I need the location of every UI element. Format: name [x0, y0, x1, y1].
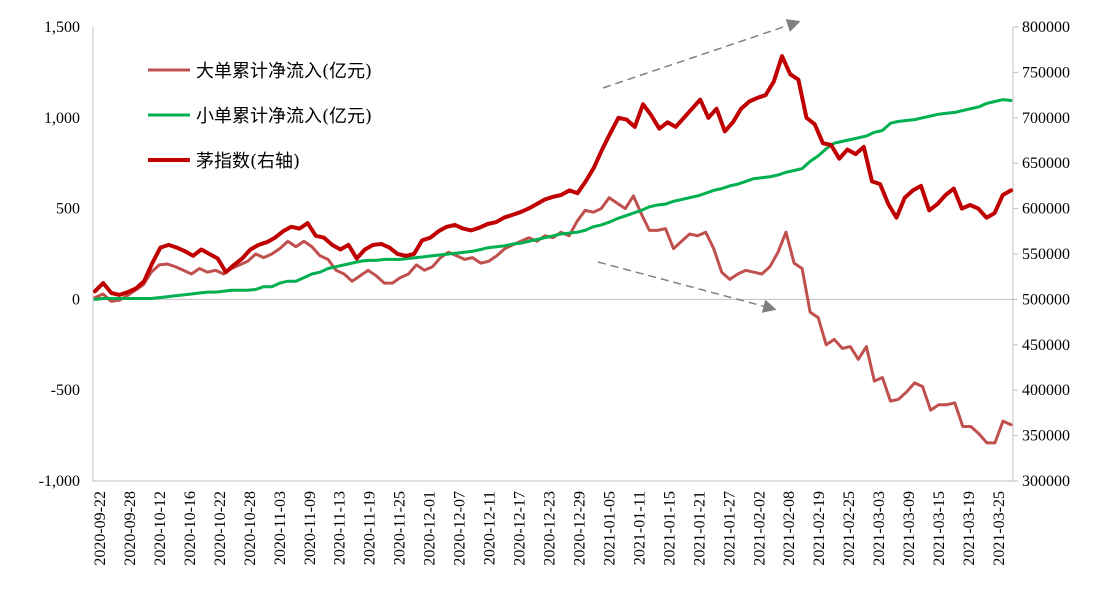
- x-tick-label: 2021-01-15: [661, 491, 678, 566]
- series-line-1: [93, 194, 1013, 445]
- y-left-tick-label: 1,500: [44, 19, 80, 36]
- x-tick-label: 2020-11-13: [332, 491, 349, 565]
- series-line-3: [93, 54, 1013, 297]
- y-right-tick-label: 350000: [1022, 428, 1070, 445]
- y-left-tick-label: 1,000: [44, 110, 80, 127]
- x-tick-label: 2020-11-19: [362, 491, 379, 565]
- x-tick-label: 2020-10-12: [152, 491, 169, 566]
- legend-label-3: 茅指数(右轴): [196, 151, 300, 172]
- annotation-arrow-1: [602, 19, 801, 89]
- annotations-group: [597, 19, 801, 313]
- x-tick-label: 2020-10-28: [242, 491, 259, 566]
- x-tick-label: 2020-09-22: [92, 491, 109, 566]
- y-right-tick-label: 750000: [1022, 64, 1070, 81]
- x-tick-label: 2021-01-11: [631, 491, 648, 565]
- x-tick-label: 2021-02-19: [811, 491, 828, 566]
- x-tick-label: 2021-02-25: [841, 491, 858, 566]
- x-tick-label: 2020-11-25: [392, 491, 409, 565]
- x-tick-label: 2020-10-16: [182, 491, 199, 566]
- y-right-tick-label: 300000: [1022, 473, 1070, 490]
- series-group: [93, 54, 1013, 445]
- x-tick-label: 2020-12-17: [512, 491, 529, 566]
- x-tick-label: 2020-12-29: [571, 491, 588, 566]
- x-tick-label: 2021-01-27: [721, 491, 738, 566]
- x-tick-label: 2020-12-07: [452, 491, 469, 566]
- legend-label-1: 大单累计净流入(亿元): [196, 61, 372, 82]
- y-right-tick-label: 700000: [1022, 110, 1070, 127]
- x-tick-label: 2021-02-02: [751, 491, 768, 566]
- axes-group: 1,500 1,000 500 0 -500 -1,000 800000 750000 7000…: [39, 19, 1070, 566]
- x-tick-label: 2020-09-28: [122, 491, 139, 566]
- x-tick-label: 2020-12-11: [482, 491, 499, 565]
- x-tick-label: 2020-12-23: [542, 491, 559, 566]
- x-tick-label: 2020-11-03: [272, 491, 289, 565]
- y-left-tick-label: -500: [51, 382, 80, 399]
- x-tick-label: 2021-03-19: [961, 491, 978, 566]
- y-right-tick-label: 550000: [1022, 246, 1070, 263]
- x-tick-label: 2021-03-09: [901, 491, 918, 566]
- x-tick-label: 2021-01-21: [691, 491, 708, 566]
- y-right-tick-label: 650000: [1022, 155, 1070, 172]
- legend-label-2: 小单累计净流入(亿元): [196, 106, 372, 127]
- x-tick-label: 2021-02-08: [781, 491, 798, 566]
- y-left-tick-label: -1,000: [39, 473, 80, 490]
- x-tick-label: 2020-10-22: [212, 491, 229, 566]
- y-right-tick-label: 450000: [1022, 337, 1070, 354]
- series-line-2: [93, 98, 1013, 301]
- annotation-arrow-2: [597, 261, 777, 313]
- x-tick-label: 2021-03-03: [871, 491, 888, 566]
- legend: 大单累计净流入(亿元) 小单累计净流入(亿元) 茅指数(右轴): [148, 61, 372, 172]
- x-tick-label: 2020-11-09: [302, 491, 319, 565]
- y-left-tick-label: 500: [56, 201, 80, 218]
- x-tick-label: 2021-03-15: [931, 491, 948, 566]
- y-right-tick-label: 600000: [1022, 201, 1070, 218]
- x-tick-label: 2021-01-05: [601, 491, 618, 566]
- y-left-tick-label: 0: [72, 291, 80, 308]
- y-right-tick-label: 800000: [1022, 19, 1070, 36]
- x-tick-label: 2020-12-01: [422, 491, 439, 566]
- y-right-tick-label: 400000: [1022, 382, 1070, 399]
- x-tick-label: 2021-03-25: [991, 491, 1008, 566]
- y-right-tick-label: 500000: [1022, 291, 1070, 308]
